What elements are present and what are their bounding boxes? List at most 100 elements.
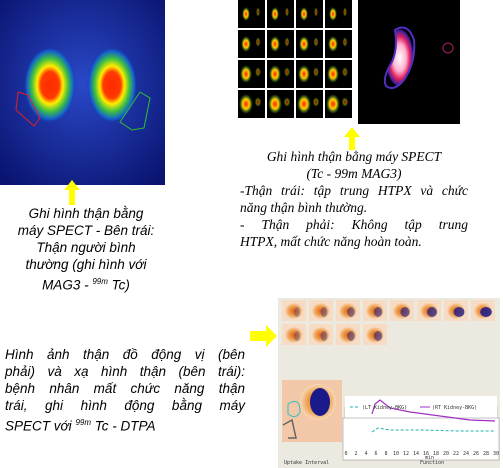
- frame-blob: [294, 307, 300, 317]
- x-tick-label: 0: [344, 451, 347, 457]
- frame-blob: [255, 37, 261, 47]
- left-caption: Ghi hình thận bằng máy SPECT - Bên trái:…: [2, 205, 170, 294]
- caption-line: Hình ảnh thận đồ động vị (bên: [5, 347, 245, 362]
- caption-title: (Tc - 99m MAG3): [306, 166, 402, 181]
- frame-blob: [347, 307, 355, 317]
- x-tick-label: 30: [493, 451, 499, 457]
- x-tick-label: 10: [393, 451, 399, 457]
- isotope: 99m: [92, 277, 108, 286]
- frame-blob: [342, 67, 348, 77]
- x-tick-label: 8: [384, 451, 387, 457]
- caption-line: HTPX, mất chức năng hoàn toàn.: [240, 234, 422, 249]
- isotope: 99m: [75, 418, 91, 427]
- text: Tc - DTPA: [94, 418, 156, 434]
- text: SPECT với: [5, 418, 72, 434]
- x-tick-label: 4: [364, 451, 367, 457]
- caption-line: máy SPECT - Bên trái:: [17, 223, 155, 238]
- frame-blob: [320, 331, 328, 341]
- x-tick-label: 20: [443, 451, 449, 457]
- bottom-caption: Hình ảnh thận đồ động vị (bên phải) và x…: [5, 346, 245, 435]
- x-tick-label: 22: [453, 451, 459, 457]
- frame-blob: [239, 94, 253, 114]
- frame-blob: [313, 37, 319, 47]
- frame-blob: [300, 7, 308, 21]
- frame-blob: [480, 307, 492, 317]
- spect-image-left: [0, 0, 165, 185]
- frame-blob: [270, 36, 280, 52]
- frame-blob: [240, 65, 252, 83]
- caption-line: Ghi hình thận bằng: [28, 206, 144, 221]
- frame-blob: [339, 303, 357, 319]
- legend-label: (RT Kidney-BKG): [432, 405, 477, 411]
- text: Tc): [111, 277, 130, 293]
- frame-blob: [339, 327, 357, 343]
- frame-blob: [299, 36, 309, 52]
- caption-line: thường (ghi hình với: [25, 257, 147, 272]
- text: MAG3 -: [42, 277, 89, 293]
- frame-blob: [342, 37, 348, 47]
- frame-blob: [326, 94, 340, 114]
- arrow-up: [344, 127, 360, 150]
- frame-blob: [271, 7, 279, 21]
- uptake-label: Uptake Interval: [284, 460, 329, 466]
- renogram-screenshot: (LT Kidney-BKG) (RT Kidney-BKG) Uptake I…: [278, 298, 500, 468]
- legend-label: (LT Kidney-BKG): [362, 405, 407, 411]
- frame-blob: [255, 67, 261, 77]
- x-unit: min: [425, 455, 434, 461]
- x-tick-label: 14: [413, 451, 419, 457]
- frame-blob: [327, 65, 339, 83]
- frame-blob: [285, 7, 289, 17]
- x-tick-label: 28: [483, 451, 489, 457]
- spect-frame-grid: [238, 0, 352, 118]
- frame-blob: [343, 7, 347, 17]
- frame-blob: [283, 97, 291, 107]
- caption-line: bệnh nhân mất chức năng thận: [5, 381, 245, 396]
- x-tick-label: 12: [403, 451, 409, 457]
- arrow-up: [64, 180, 80, 205]
- frame-blob: [373, 331, 383, 341]
- frame-blob: [312, 97, 320, 107]
- frame-blob: [298, 65, 310, 83]
- caption-line: - Thận phải: Không tập trung: [240, 217, 468, 232]
- spect-image-right: [358, 0, 460, 124]
- caption-line: SPECT với 99m Tc - DTPA: [5, 414, 245, 435]
- frame-blob: [373, 307, 383, 317]
- frame-blob: [269, 65, 281, 83]
- caption-line: trái, ghi hình động bằng máy: [5, 398, 245, 413]
- x-tick-label: 26: [473, 451, 479, 457]
- caption-line: -Thận trái: tập trung HTPX và chức: [240, 183, 468, 198]
- frame-blob: [347, 331, 355, 341]
- caption-line: phải) và xạ hình thận (bên trái):: [5, 364, 245, 379]
- caption-line: MAG3 - 99m Tc): [2, 273, 170, 294]
- arrow-right: [250, 325, 277, 347]
- frame-blob: [268, 94, 282, 114]
- frame-blob: [241, 36, 251, 52]
- frame-blob: [341, 97, 349, 107]
- caption-line: năng thận bình thường.: [240, 200, 368, 215]
- frame-blob: [256, 7, 260, 17]
- frame-blob: [297, 94, 311, 114]
- frame-blob: [314, 7, 318, 17]
- frame-blob: [320, 307, 328, 317]
- frame-blob: [427, 307, 437, 317]
- x-tick-label: 2: [354, 451, 357, 457]
- frame-blob: [313, 67, 319, 77]
- frame-blob: [329, 7, 337, 21]
- frame-blob: [242, 7, 250, 21]
- frame-blob: [312, 303, 330, 319]
- frame-blob: [254, 97, 262, 107]
- frame-blob: [285, 327, 303, 343]
- x-tick-label: 6: [374, 451, 377, 457]
- frame-blob: [285, 303, 303, 319]
- x-tick-label: 18: [433, 451, 439, 457]
- frame-blob: [294, 331, 300, 341]
- frame-blob: [284, 67, 290, 77]
- right-caption: Ghi hình thận bằng máy SPECT (Tc - 99m M…: [240, 148, 468, 250]
- caption-title: Ghi hình thận bằng máy SPECT: [266, 149, 442, 164]
- frame-blob: [453, 307, 465, 317]
- function-label: Function: [420, 460, 444, 466]
- frame-blob: [328, 36, 338, 52]
- frame-blob: [400, 307, 410, 317]
- caption-line: Thận người bình: [36, 240, 136, 255]
